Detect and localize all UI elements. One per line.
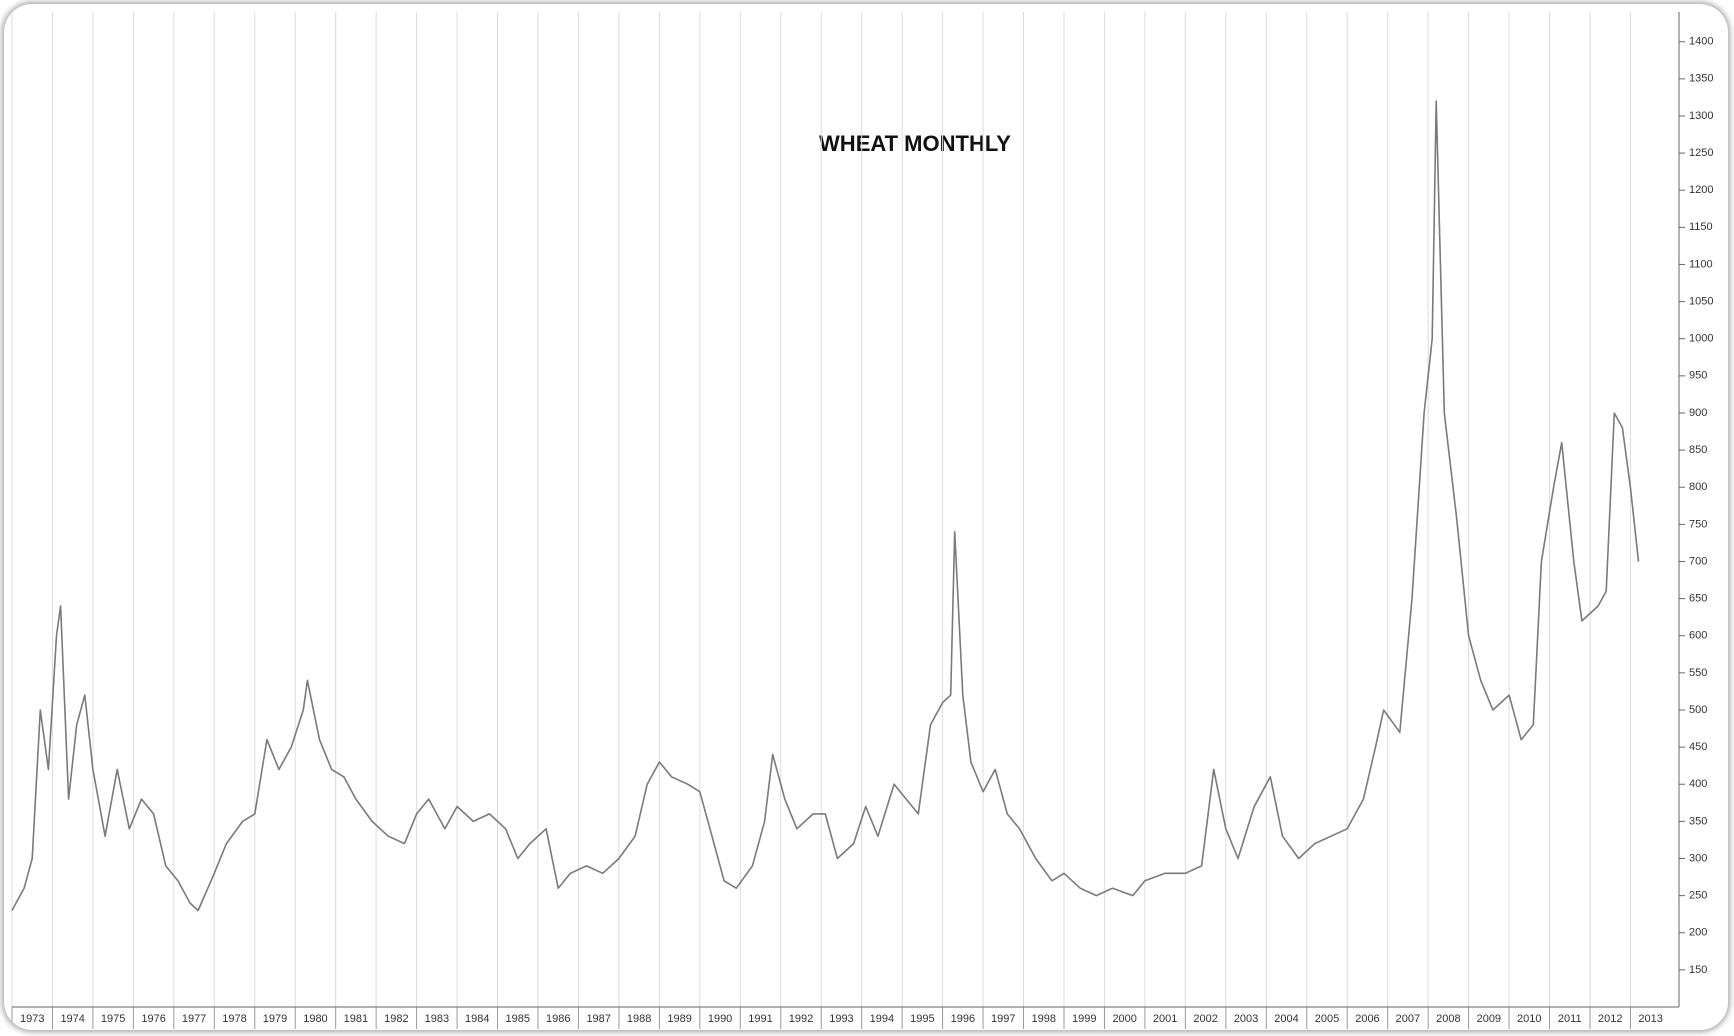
x-tick-label: 2010 [1517, 1013, 1541, 1025]
x-tick-label: 1997 [991, 1013, 1015, 1025]
x-tick-label: 2009 [1477, 1013, 1501, 1025]
x-tick-label: 1986 [546, 1013, 570, 1025]
y-tick-label: 400 [1689, 778, 1707, 790]
y-tick-label: 1300 [1689, 110, 1713, 122]
x-tick-label: 1979 [263, 1013, 287, 1025]
y-tick-label: 250 [1689, 890, 1707, 902]
x-tick-label: 1991 [748, 1013, 772, 1025]
x-tick-label: 1990 [708, 1013, 732, 1025]
x-tick-label: 1998 [1032, 1013, 1056, 1025]
y-tick-label: 700 [1689, 555, 1707, 567]
y-tick-label: 950 [1689, 370, 1707, 382]
x-tick-label: 2011 [1558, 1013, 1582, 1025]
y-tick-label: 500 [1689, 704, 1707, 716]
x-tick-label: 1992 [789, 1013, 813, 1025]
x-tick-label: 1993 [829, 1013, 853, 1025]
chart: WHEAT MONTHLY 1973 1974 1975 1976 1977 1978 19… [11, 12, 1713, 1029]
y-tick-label: 1250 [1689, 147, 1713, 159]
chart-title: WHEAT MONTHLY [819, 131, 1011, 156]
x-tick-label: 2002 [1193, 1013, 1217, 1025]
x-tick-label: 1989 [667, 1013, 691, 1025]
y-tick-label: 1400 [1689, 36, 1713, 48]
y-tick-label: 650 [1689, 593, 1707, 605]
x-tick-label: 1999 [1072, 1013, 1096, 1025]
x-tick-label: 1996 [951, 1013, 975, 1025]
x-tick-label: 2006 [1355, 1013, 1379, 1025]
x-tick-label: 1984 [465, 1013, 489, 1025]
y-tick-label: 1100 [1689, 258, 1713, 270]
y-tick-label: 550 [1689, 667, 1707, 679]
x-tick-label: 1980 [303, 1013, 327, 1025]
x-tick-label: 2008 [1436, 1013, 1460, 1025]
x-tick-label: 1981 [344, 1013, 368, 1025]
x-tick-label: 2005 [1315, 1013, 1339, 1025]
y-tick-label: 850 [1689, 444, 1707, 456]
y-tick-label: 1350 [1689, 73, 1713, 85]
y-tick-label: 1050 [1689, 295, 1713, 307]
y-tick-label: 600 [1689, 630, 1707, 642]
x-tick-label: 1976 [141, 1013, 165, 1025]
y-tick-label: 1200 [1689, 184, 1713, 196]
x-tick-label: 2013 [1638, 1013, 1662, 1025]
x-tick-label: 2003 [1234, 1013, 1258, 1025]
x-tick-label: 1995 [910, 1013, 934, 1025]
y-tick-label: 1000 [1689, 333, 1713, 345]
y-tick-label: 350 [1689, 815, 1707, 827]
x-tick-label: 1994 [870, 1013, 894, 1025]
x-tick-label: 1978 [222, 1013, 246, 1025]
y-tick-label: 800 [1689, 481, 1707, 493]
x-tick-label: 2004 [1274, 1013, 1298, 1025]
y-tick-label: 1150 [1689, 221, 1713, 233]
price-line [11, 100, 1640, 912]
x-tick-label: 2012 [1598, 1013, 1622, 1025]
x-tick-label: 2000 [1112, 1013, 1136, 1025]
y-tick-label: 750 [1689, 518, 1707, 530]
chart-frame: WHEAT MONTHLY 1973 1974 1975 1976 1977 1978 19… [4, 4, 1728, 1030]
x-tick-label: 1988 [627, 1013, 651, 1025]
y-tick-label: 450 [1689, 741, 1707, 753]
x-tick-label: 1987 [586, 1013, 610, 1025]
y-tick-label: 200 [1689, 927, 1707, 939]
x-tick-label: 1974 [60, 1013, 84, 1025]
x-tick-label: 1977 [182, 1013, 206, 1025]
x-tick-label: 1983 [425, 1013, 449, 1025]
x-tick-label: 1982 [384, 1013, 408, 1025]
y-tick-label: 900 [1689, 407, 1707, 419]
y-tick-label: 300 [1689, 852, 1707, 864]
y-tick-label: 150 [1689, 964, 1707, 976]
x-tick-label: 1973 [20, 1013, 44, 1025]
x-tick-label: 2001 [1153, 1013, 1177, 1025]
x-tick-label: 1985 [506, 1013, 530, 1025]
x-tick-label: 2007 [1396, 1013, 1420, 1025]
x-tick-label: 1975 [101, 1013, 125, 1025]
